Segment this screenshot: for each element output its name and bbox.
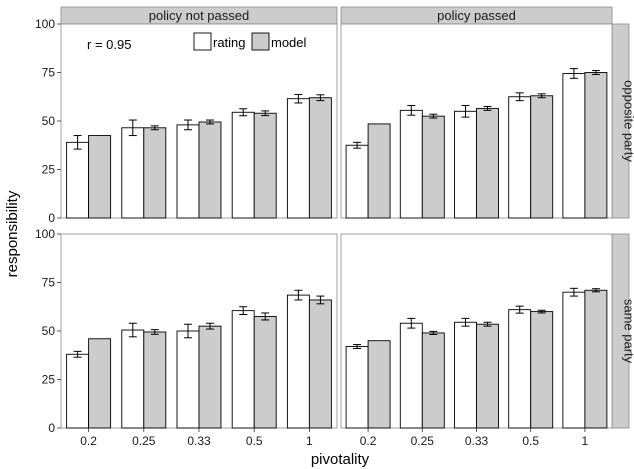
panel-policy-passed-same-party [340, 233, 613, 429]
column-strip-label: policy not passed [149, 8, 249, 23]
y-tick-label: 100 [35, 227, 55, 241]
x-tick-label: 1 [306, 434, 313, 448]
y-tick-label: 100 [35, 17, 55, 31]
bar-model-0-33 [198, 325, 222, 429]
bar-model-0-5 [253, 112, 277, 219]
bar-rating-1 [562, 291, 586, 429]
bar-model-1 [308, 299, 332, 429]
legend-label-model: model [271, 35, 307, 50]
legend-swatch-model [251, 32, 270, 51]
x-tick-label: 0.5 [246, 434, 263, 448]
bar-model-0-25 [143, 331, 167, 429]
bar-model-0-25 [143, 127, 167, 219]
x-tick-label: 0.25 [411, 434, 435, 448]
y-axis-title: responsibility [4, 190, 21, 277]
bar-model-0-25 [421, 115, 445, 219]
y-tick-label: 75 [42, 276, 56, 290]
bar-rating-0-33 [454, 321, 477, 429]
bar-model-0-33 [476, 107, 499, 219]
y-tick-label: 25 [42, 373, 56, 387]
bar-model-0-2 [367, 340, 391, 429]
panel-policy-not-passed-opposite-party [60, 23, 338, 219]
x-tick-label: 0.33 [465, 434, 489, 448]
bar-rating-0-5 [231, 111, 255, 219]
x-tick-label: 0.2 [360, 434, 377, 448]
row-strip-label: opposite party [622, 80, 634, 162]
panels-layer: policy not passed policy passed opposite p… [60, 6, 634, 429]
bar-model-0-33 [476, 323, 499, 429]
legend-swatch-rating [193, 32, 212, 51]
bar-rating-0-33 [176, 330, 200, 429]
bar-rating-1 [562, 73, 586, 219]
bar-rating-0-25 [399, 109, 423, 219]
bar-model-1 [584, 289, 608, 429]
bar-rating-0-2 [66, 141, 90, 219]
bar-rating-0-33 [176, 124, 200, 219]
y-tick-label: 25 [42, 163, 56, 177]
bar-rating-0-2 [66, 353, 90, 429]
bar-rating-0-25 [121, 329, 145, 429]
bar-model-0-33 [198, 121, 222, 219]
legend: rating model [193, 32, 307, 51]
bar-rating-0-25 [399, 322, 423, 429]
y-tick-label: 50 [42, 114, 56, 128]
bar-model-0-2 [367, 123, 391, 219]
x-axis-title: pivotality [311, 451, 370, 468]
bar-model-1 [584, 72, 608, 219]
row-strip-label: same party [622, 299, 634, 364]
x-tick-label: 0.2 [80, 434, 97, 448]
x-tick-label: 0.25 [132, 434, 156, 448]
bar-rating-0-2 [345, 144, 369, 219]
bar-model-1 [308, 97, 332, 219]
y-tick-label: 50 [42, 324, 56, 338]
bar-model-0-5 [253, 316, 277, 429]
x-tick-label: 0.33 [187, 434, 211, 448]
bar-rating-0-2 [345, 346, 369, 429]
y-tick-label: 0 [48, 421, 55, 435]
panel-policy-not-passed-same-party [60, 233, 338, 429]
bar-rating-0-5 [231, 310, 255, 429]
correlation-annotation: r = 0.95 [87, 37, 131, 52]
bar-model-0-5 [530, 95, 554, 219]
bar-rating-0-33 [454, 110, 477, 219]
bar-model-0-25 [421, 332, 445, 429]
panel-policy-passed-opposite-party [340, 23, 613, 219]
axes-layer: 0 25 50 75 100 0 25 50 75 100 0.2 0.25 0.33 0.5 1 0.2 0.… [35, 17, 589, 448]
bar-rating-1 [286, 294, 310, 429]
bar-rating-0-5 [508, 96, 532, 219]
bar-rating-0-5 [508, 309, 532, 429]
bar-model-0-5 [530, 311, 554, 429]
y-tick-label: 0 [48, 211, 55, 225]
y-tick-label: 75 [42, 66, 56, 80]
bar-model-0-2 [88, 135, 112, 219]
bar-rating-0-25 [121, 127, 145, 219]
column-strip-label: policy passed [437, 8, 516, 23]
x-tick-label: 0.5 [522, 434, 539, 448]
bar-model-0-2 [88, 338, 112, 429]
x-tick-label: 1 [582, 434, 589, 448]
legend-label-rating: rating [213, 35, 246, 50]
bar-rating-1 [286, 98, 310, 219]
